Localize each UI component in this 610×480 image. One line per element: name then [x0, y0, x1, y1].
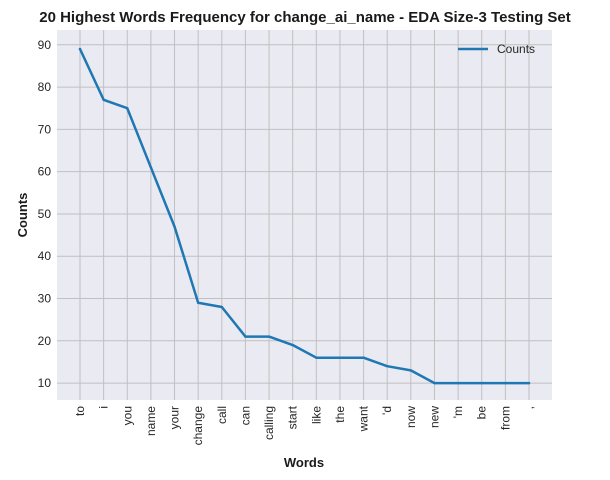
- x-tick-label-18: from: [498, 406, 512, 430]
- y-tick-label-80: 80: [38, 80, 52, 94]
- series-line-0: [78, 47, 531, 385]
- data-point-14: [409, 369, 413, 372]
- x-axis-label: Words: [284, 455, 324, 470]
- data-point-5: [196, 301, 200, 304]
- data-point-15: [433, 381, 436, 385]
- x-tick-label-14: now: [404, 406, 418, 428]
- grid: [57, 30, 552, 400]
- x-tick-label-17: be: [475, 406, 489, 420]
- chart-title: 20 Highest Words Frequency for change_ai…: [39, 9, 571, 26]
- data-point-13: [386, 364, 389, 368]
- x-tick-label-3: name: [144, 406, 158, 436]
- series-group: [78, 47, 531, 385]
- data-point-8: [267, 335, 271, 338]
- x-tick-label-10: like: [309, 406, 323, 424]
- data-point-10: [315, 356, 318, 359]
- x-tick-label-16: 'm: [451, 406, 465, 418]
- y-tick-label-90: 90: [38, 38, 52, 52]
- x-tick-label-1: i: [97, 406, 111, 409]
- data-point-0: [78, 47, 82, 51]
- y-tick-label-70: 70: [38, 122, 52, 136]
- y-tick-label-30: 30: [38, 292, 52, 306]
- data-point-1: [102, 98, 105, 101]
- data-point-12: [362, 356, 365, 359]
- data-point-9: [291, 343, 294, 347]
- legend: Counts: [458, 42, 535, 56]
- data-point-16: [456, 381, 460, 385]
- x-tick-label-8: calling: [262, 406, 276, 440]
- x-tick-label-13: 'd: [380, 406, 394, 415]
- x-tick-label-6: call: [215, 406, 229, 424]
- y-axis-label: Counts: [15, 193, 30, 238]
- x-tick-label-15: new: [427, 406, 441, 428]
- data-point-3: [149, 166, 153, 169]
- x-tick-label-2: you: [120, 406, 134, 425]
- x-tick-label-11: the: [333, 406, 347, 423]
- y-tick-label-60: 60: [38, 165, 52, 179]
- data-point-6: [220, 305, 223, 309]
- x-tick-label-19: ,: [522, 406, 536, 409]
- data-point-18: [504, 381, 507, 385]
- data-point-4: [173, 225, 176, 228]
- x-tick-label-4: your: [168, 406, 182, 429]
- data-point-11: [338, 356, 342, 359]
- legend-label: Counts: [497, 42, 535, 56]
- y-tick-label-50: 50: [38, 207, 52, 221]
- x-axis: to i you name your change call can calling start l…: [73, 405, 536, 445]
- data-point-7: [244, 335, 247, 338]
- y-tick-label-20: 20: [38, 334, 52, 348]
- plot-area: [57, 30, 552, 400]
- x-tick-label-9: start: [286, 405, 300, 429]
- x-tick-label-12: want: [357, 405, 371, 432]
- y-tick-label-40: 40: [38, 249, 52, 263]
- y-tick-label-10: 10: [38, 376, 52, 390]
- x-tick-label-5: change: [191, 406, 205, 446]
- y-axis: 10 20 30 40 50 60 70 80 90: [38, 38, 52, 390]
- data-point-19: [527, 381, 531, 385]
- data-point-17: [480, 381, 483, 385]
- x-tick-label-0: to: [73, 406, 87, 416]
- data-point-2: [126, 107, 129, 110]
- x-tick-label-7: can: [238, 406, 252, 425]
